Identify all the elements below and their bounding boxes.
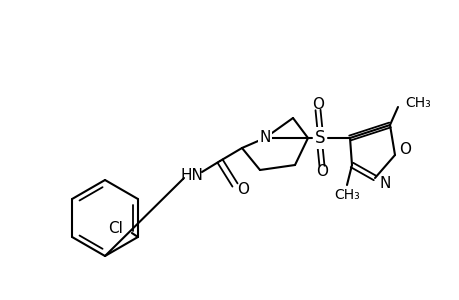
Text: N: N [259,130,270,146]
Text: HN: HN [180,167,203,182]
Text: O: O [398,142,410,158]
Text: O: O [315,164,327,179]
Text: N: N [379,176,390,190]
Text: S: S [314,129,325,147]
Text: CH₃: CH₃ [333,188,359,202]
Text: O: O [311,97,323,112]
Text: CH₃: CH₃ [404,96,430,110]
Text: Cl: Cl [108,221,123,236]
Text: O: O [236,182,248,197]
